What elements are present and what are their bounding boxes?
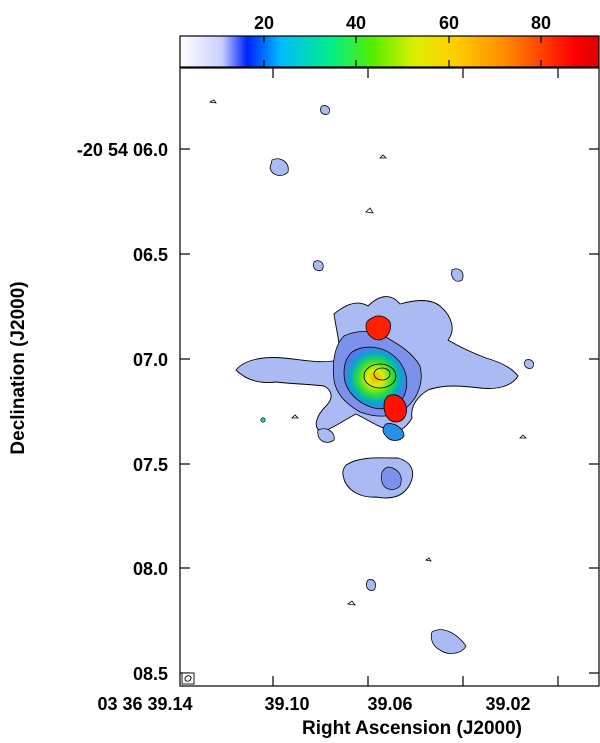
y-tick-label: 07.5	[133, 455, 168, 475]
plot-frame	[179, 67, 600, 687]
colorbar-tick-label: 60	[439, 13, 459, 33]
emission-map	[208, 99, 534, 654]
y-tick-label: -20 54 06.0	[77, 140, 168, 160]
colorbar-tick-label: 40	[346, 13, 366, 33]
contour-fragments	[208, 99, 527, 606]
beam-ellipse-icon	[181, 672, 195, 685]
y-tick-label: 08.0	[133, 559, 168, 579]
y-axis-title: Declination (J2000)	[8, 281, 29, 454]
y-tick-label: 06.5	[133, 245, 168, 265]
y-tick-label: 08.5	[133, 664, 168, 684]
x-tick-label: 03 36 39.14	[97, 694, 192, 714]
x-tick-label: 39.06	[367, 694, 412, 714]
colorbar-ticks	[263, 36, 542, 67]
colorbar-gradient	[179, 35, 600, 68]
colorbar-tick-label: 80	[531, 13, 551, 33]
y-tick-label: 07.0	[133, 350, 168, 370]
x-axis-title: Right Ascension (J2000)	[302, 718, 522, 739]
noise-patches	[269, 105, 534, 654]
emission-region-south	[342, 457, 414, 499]
x-tick-label: 39.02	[485, 694, 530, 714]
colorbar: 20 40 60 80	[179, 13, 600, 68]
colorbar-tick-label: 20	[254, 13, 274, 33]
x-tick-label: 39.10	[264, 694, 309, 714]
plot-area	[179, 67, 600, 687]
